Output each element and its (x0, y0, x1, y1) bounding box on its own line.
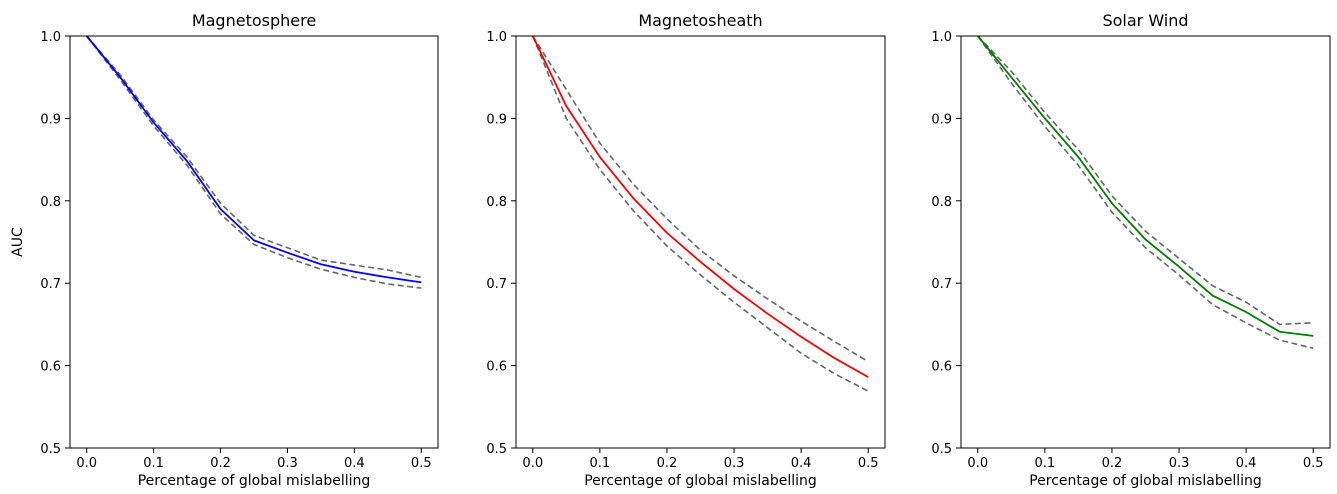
x-tick-label: 0.2 (657, 456, 678, 471)
chart-title: Solar Wind (1102, 11, 1188, 30)
x-tick-label: 0.4 (791, 456, 812, 471)
x-tick-label: 0.3 (277, 456, 298, 471)
x-axis-label: Percentage of global mislabelling (584, 473, 817, 489)
x-tick-label: 0.1 (1035, 456, 1056, 471)
chart-title: Magnetosheath (638, 11, 762, 30)
series-line-mean (86, 35, 422, 284)
y-tick-label: 1.0 (931, 30, 952, 45)
x-tick-label: 0.0 (76, 456, 97, 471)
series-line-upper (86, 35, 422, 279)
series-line-lower (977, 35, 1314, 350)
chart-panel-2: 0.0 0.1 0.2 0.3 0.4 0.5 0.5 0.6 0.7 0.8 0.9 1.0 Sola… (931, 11, 1331, 489)
y-tick-label: 0.9 (931, 112, 952, 127)
y-tick-label: 0.8 (486, 195, 507, 210)
x-tick-label: 0.5 (858, 456, 879, 471)
y-tick-label: 0.6 (931, 360, 952, 375)
x-tick-label: 0.5 (1303, 456, 1324, 471)
series-line-lower (86, 35, 422, 289)
plot-frame (69, 35, 439, 449)
y-tick-label: 0.8 (40, 195, 61, 210)
x-tick-label: 0.3 (1169, 456, 1190, 471)
series-line-mean (977, 35, 1314, 337)
y-tick-label: 0.7 (486, 277, 507, 292)
y-tick-label: 0.5 (486, 442, 507, 457)
x-tick-label: 0.0 (522, 456, 543, 471)
x-tick-label: 0.2 (1102, 456, 1123, 471)
chart-title: Magnetosphere (192, 11, 316, 30)
x-axis-label: Percentage of global mislabelling (1029, 473, 1262, 489)
x-tick-label: 0.5 (411, 456, 432, 471)
x-tick-label: 0.4 (1236, 456, 1257, 471)
series-line-upper (977, 35, 1314, 326)
y-tick-label: 0.6 (40, 360, 61, 375)
y-tick-label: 0.7 (931, 277, 952, 292)
y-tick-label: 0.6 (486, 360, 507, 375)
x-tick-label: 0.3 (724, 456, 745, 471)
series-line-mean (531, 35, 869, 378)
y-tick-label: 0.5 (931, 442, 952, 457)
y-tick-label: 1.0 (40, 30, 61, 45)
x-tick-label: 0.0 (967, 456, 988, 471)
chart-panel-0: 0.0 0.1 0.2 0.3 0.4 0.5 0.5 0.6 0.7 0.8 0.9 1.0 Magn… (10, 11, 439, 489)
series-line-lower (532, 35, 869, 392)
y-tick-label: 0.7 (40, 277, 61, 292)
plot-frame (515, 35, 886, 449)
series-line-upper (532, 35, 869, 363)
y-tick-label: 0.9 (486, 112, 507, 127)
x-tick-label: 0.2 (210, 456, 231, 471)
y-tick-label: 0.8 (931, 195, 952, 210)
x-tick-label: 0.4 (344, 456, 365, 471)
x-tick-label: 0.1 (143, 456, 164, 471)
plot-frame (960, 35, 1331, 449)
y-tick-label: 0.5 (40, 442, 61, 457)
x-axis-label: Percentage of global mislabelling (138, 473, 371, 489)
chart-panel-1: 0.0 0.1 0.2 0.3 0.4 0.5 0.5 0.6 0.7 0.8 0.9 1.0 Magn… (486, 11, 886, 489)
y-tick-label: 0.9 (40, 112, 61, 127)
y-tick-label: 1.0 (486, 30, 507, 45)
x-tick-label: 0.1 (590, 456, 611, 471)
y-axis-label: AUC (10, 227, 26, 257)
